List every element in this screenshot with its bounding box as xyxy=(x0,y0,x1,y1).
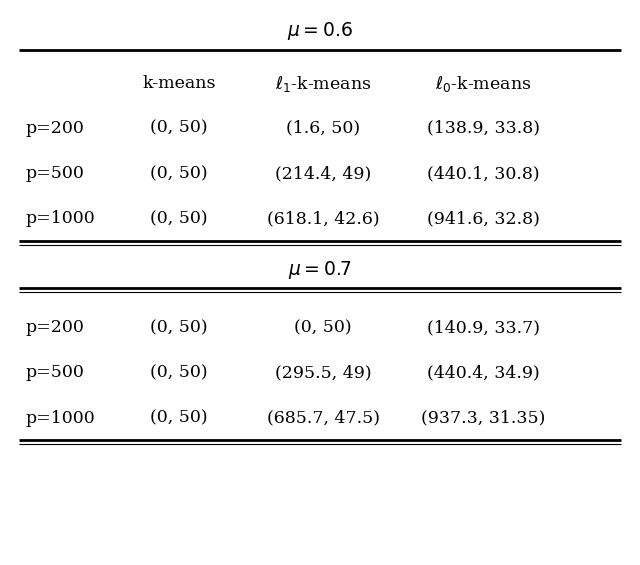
Text: (0, 50): (0, 50) xyxy=(150,120,208,137)
Text: (0, 50): (0, 50) xyxy=(294,319,352,336)
Text: (618.1, 42.6): (618.1, 42.6) xyxy=(267,210,380,227)
Text: (685.7, 47.5): (685.7, 47.5) xyxy=(267,410,380,427)
Text: (440.1, 30.8): (440.1, 30.8) xyxy=(427,165,540,182)
Text: $\mu = 0.7$: $\mu = 0.7$ xyxy=(288,259,352,280)
Text: k-means: k-means xyxy=(143,75,216,92)
Text: (941.6, 32.8): (941.6, 32.8) xyxy=(427,210,540,227)
Text: (138.9, 33.8): (138.9, 33.8) xyxy=(427,120,540,137)
Text: (0, 50): (0, 50) xyxy=(150,210,208,227)
Text: p=1000: p=1000 xyxy=(26,410,95,427)
Text: (0, 50): (0, 50) xyxy=(150,364,208,381)
Text: $\ell_1$-k-means: $\ell_1$-k-means xyxy=(275,73,371,94)
Text: (440.4, 34.9): (440.4, 34.9) xyxy=(427,364,540,381)
Text: p=200: p=200 xyxy=(26,319,84,336)
Text: $\mu = 0.6$: $\mu = 0.6$ xyxy=(287,20,353,42)
Text: p=1000: p=1000 xyxy=(26,210,95,227)
Text: (295.5, 49): (295.5, 49) xyxy=(275,364,371,381)
Text: $\ell_0$-k-means: $\ell_0$-k-means xyxy=(435,73,531,94)
Text: (214.4, 49): (214.4, 49) xyxy=(275,165,371,182)
Text: (937.3, 31.35): (937.3, 31.35) xyxy=(421,410,545,427)
Text: p=500: p=500 xyxy=(26,364,84,381)
Text: (1.6, 50): (1.6, 50) xyxy=(286,120,360,137)
Text: p=500: p=500 xyxy=(26,165,84,182)
Text: p=200: p=200 xyxy=(26,120,84,137)
Text: (0, 50): (0, 50) xyxy=(150,319,208,336)
Text: (0, 50): (0, 50) xyxy=(150,410,208,427)
Text: (0, 50): (0, 50) xyxy=(150,165,208,182)
Text: (140.9, 33.7): (140.9, 33.7) xyxy=(427,319,540,336)
